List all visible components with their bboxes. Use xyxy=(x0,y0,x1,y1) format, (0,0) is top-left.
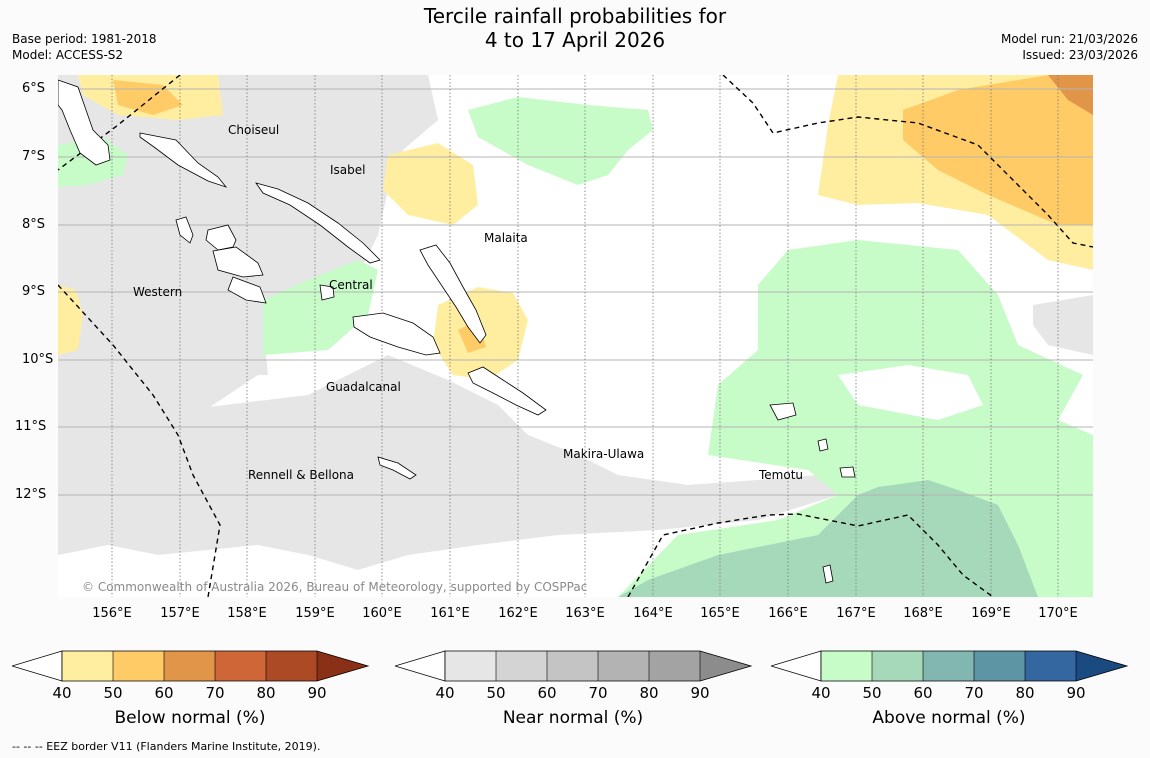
colorbar-near-tick-60: 60 xyxy=(537,684,557,702)
colorbar-above-tick-90: 90 xyxy=(1066,684,1086,702)
colorbar-near-bar xyxy=(395,650,753,682)
copyright-notice: © Commonwealth of Australia 2026, Bureau… xyxy=(82,580,588,594)
lat-label-7s: 7°S xyxy=(22,149,46,164)
place-label-central: Central xyxy=(329,278,373,292)
place-label-isabel: Isabel xyxy=(330,163,366,177)
title-line-1: Tercile rainfall probabilities for xyxy=(423,4,727,28)
lon-label-163e: 163°E xyxy=(565,606,605,621)
place-label-makira-ulawa: Makira-Ulawa xyxy=(563,447,645,461)
place-label-malaita: Malaita xyxy=(484,231,528,245)
eez-footnote: -- -- -- EEZ border V11 (Flanders Marine… xyxy=(12,740,321,753)
lon-label-159e: 159°E xyxy=(295,606,335,621)
longitude-gridlines xyxy=(111,75,1059,597)
lat-label-10s: 10°S xyxy=(22,352,54,367)
lon-label-170e: 170°E xyxy=(1038,606,1078,621)
lon-label-169e: 169°E xyxy=(971,606,1011,621)
island-outlines xyxy=(58,79,856,584)
place-label-rennell-bellona: Rennell & Bellona xyxy=(248,468,355,482)
lat-label-12s: 12°S xyxy=(15,487,47,502)
colorbar-near-min-arrow xyxy=(395,650,446,682)
lat-label-6s: 6°S xyxy=(22,81,46,96)
colorbar-below-tick-60: 60 xyxy=(154,684,174,702)
colorbar-near-tick-80: 80 xyxy=(639,684,659,702)
issued-date: Issued: 23/03/2026 xyxy=(1022,48,1138,62)
colorbar-below-min-arrow xyxy=(12,650,63,682)
colorbar-above-tick-50: 50 xyxy=(862,684,882,702)
colorbar-above-tick-70: 70 xyxy=(964,684,984,702)
place-label-guadalcanal: Guadalcanal xyxy=(326,380,401,394)
colorbar-above-min-arrow xyxy=(771,650,822,682)
lat-label-9s: 9°S xyxy=(22,284,46,299)
colorbar-below-cell-70 xyxy=(215,651,266,681)
colorbar-above-cell-80 xyxy=(1025,651,1076,681)
colorbar-above-normal xyxy=(771,650,1129,684)
colorbar-near-cell-50 xyxy=(496,651,547,681)
colorbar-above-tick-60: 60 xyxy=(913,684,933,702)
eez-border xyxy=(58,75,1093,597)
colorbar-near-title: Near normal (%) xyxy=(502,708,644,728)
map-panel xyxy=(58,75,1093,597)
colorbar-near-tick-50: 50 xyxy=(486,684,506,702)
colorbar-near-tick-70: 70 xyxy=(588,684,608,702)
lon-label-168e: 168°E xyxy=(903,606,943,621)
colorbar-below-normal xyxy=(12,650,370,684)
colorbar-below-cell-40 xyxy=(62,651,113,681)
colorbar-below-max-arrow xyxy=(317,651,368,681)
lon-label-156e: 156°E xyxy=(92,606,132,621)
colorbar-below-tick-50: 50 xyxy=(103,684,123,702)
title-line-2: 4 to 17 April 2026 xyxy=(484,28,666,52)
base-period: Base period: 1981-2018 xyxy=(12,32,157,46)
colorbar-above-cell-70 xyxy=(974,651,1025,681)
colorbar-near-cell-60 xyxy=(547,651,598,681)
latitude-gridlines xyxy=(58,88,1093,496)
colorbar-above-max-arrow xyxy=(1076,651,1127,681)
colorbar-above-tick-40: 40 xyxy=(811,684,831,702)
place-label-choiseul: Choiseul xyxy=(228,123,280,137)
lon-label-158e: 158°E xyxy=(227,606,267,621)
colorbar-below-cell-50 xyxy=(113,651,164,681)
colorbar-near-cell-70 xyxy=(598,651,649,681)
place-label-western: Western xyxy=(133,285,183,299)
colorbar-near-cell-40 xyxy=(445,651,496,681)
above-normal-regions xyxy=(58,97,1093,597)
colorbar-below-tick-70: 70 xyxy=(205,684,225,702)
colorbar-near-tick-40: 40 xyxy=(435,684,455,702)
lon-label-167e: 167°E xyxy=(836,606,876,621)
colorbar-near-cell-80 xyxy=(649,651,700,681)
colorbar-below-tick-80: 80 xyxy=(256,684,276,702)
colorbar-below-title: Below normal (%) xyxy=(114,708,266,728)
lon-label-157e: 157°E xyxy=(160,606,200,621)
colorbar-above-cell-50 xyxy=(872,651,923,681)
meta-left: Base period: 1981-2018 Model: ACCESS-S2 xyxy=(12,31,157,63)
map-canvas xyxy=(58,75,1093,597)
lon-label-161e: 161°E xyxy=(430,606,470,621)
colorbar-below-bar xyxy=(12,650,370,682)
colorbar-below-tick-90: 90 xyxy=(307,684,327,702)
colorbar-below-cell-80 xyxy=(266,651,317,681)
colorbar-above-cell-60 xyxy=(923,651,974,681)
map-title: Tercile rainfall probabilities for 4 to … xyxy=(0,4,1150,52)
colorbar-above-cell-40 xyxy=(821,651,872,681)
colorbar-near-max-arrow xyxy=(700,651,751,681)
colorbar-near-tick-90: 90 xyxy=(690,684,710,702)
lon-label-165e: 165°E xyxy=(700,606,740,621)
colorbar-near-normal xyxy=(395,650,753,684)
lat-label-8s: 8°S xyxy=(22,217,46,232)
meta-right: Model run: 21/03/2026 Issued: 23/03/2026 xyxy=(1001,31,1138,63)
lon-label-164e: 164°E xyxy=(633,606,673,621)
lon-label-166e: 166°E xyxy=(768,606,808,621)
model-run: Model run: 21/03/2026 xyxy=(1000,32,1138,46)
below-normal-regions xyxy=(58,75,1093,380)
colorbar-below-tick-40: 40 xyxy=(52,684,72,702)
colorbar-below-cell-60 xyxy=(164,651,215,681)
lon-label-162e: 162°E xyxy=(498,606,538,621)
place-label-temotu: Temotu xyxy=(759,468,804,482)
lon-label-160e: 160°E xyxy=(362,606,402,621)
lat-label-11s: 11°S xyxy=(15,419,47,434)
colorbar-above-tick-80: 80 xyxy=(1015,684,1035,702)
model-name: Model: ACCESS-S2 xyxy=(12,48,124,62)
colorbar-above-bar xyxy=(771,650,1129,682)
colorbar-above-title: Above normal (%) xyxy=(872,708,1026,728)
